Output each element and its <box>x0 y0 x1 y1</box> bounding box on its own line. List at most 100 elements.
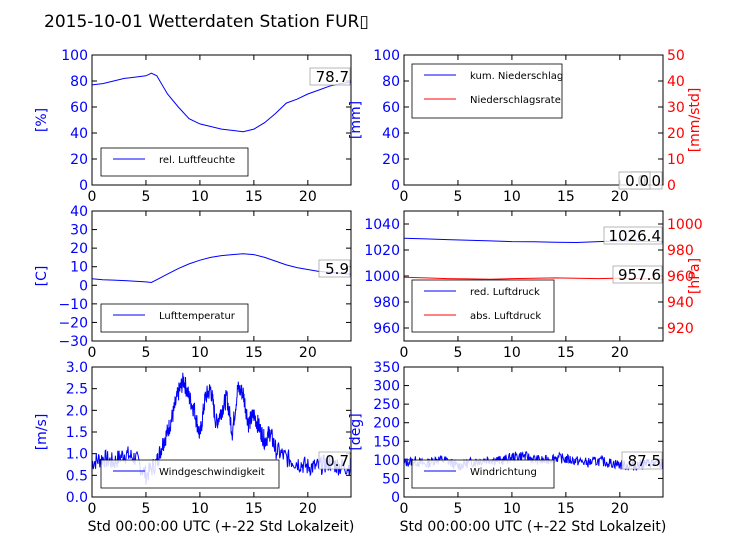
y-tick-label: 2.0 <box>66 403 88 419</box>
x-tick-label: 15 <box>245 501 263 517</box>
x-tick-label: 0 <box>400 345 409 361</box>
y-tick-label: 10 <box>70 260 88 276</box>
x-tick-label: 15 <box>557 189 575 205</box>
legend-precipitation: kum. Niederschlag Niederschlagsrate <box>411 63 563 119</box>
value-annotation-box <box>621 451 663 470</box>
value-annotation-box <box>318 259 351 278</box>
y-tick-label: 60 <box>382 100 400 116</box>
y-tick-label: 3.0 <box>66 360 88 376</box>
legend-label: abs. Luftdruck <box>470 311 541 322</box>
x-tick-label: 5 <box>141 189 150 205</box>
legend-box <box>100 303 249 333</box>
x-tick-label: 5 <box>453 501 462 517</box>
y-tick-label: 20 <box>70 241 88 257</box>
panel-humidity: 0 5 10 15 20 0 20 40 60 80 100 [%] rel. Luftfeuchte 7… <box>34 48 352 205</box>
x-tick-label: 20 <box>299 345 317 361</box>
y-tick-label: 1000 <box>364 269 400 285</box>
x-tick-label: 0 <box>400 189 409 205</box>
y-tick-label: 150 <box>373 434 400 450</box>
x-tick-label: 20 <box>611 345 629 361</box>
y-axis-label-right: [mm/std] <box>687 88 703 153</box>
y-tick-label: 2.5 <box>66 382 88 398</box>
axes-frame <box>403 366 664 498</box>
x-tick-label: 10 <box>191 189 209 205</box>
y-tick-label: 1.5 <box>66 425 88 441</box>
legend-box <box>411 63 563 119</box>
x-tick-label: 10 <box>503 189 521 205</box>
x-axis-label-right: Std 00:00:00 UTC (+-22 Std Lokalzeit) <box>400 519 667 535</box>
x-tick-label: 20 <box>299 501 317 517</box>
y-right-tick-label: 20 <box>667 126 685 142</box>
x-tick-label: 10 <box>191 345 209 361</box>
x-tick-label: 5 <box>453 189 462 205</box>
axes-frame <box>403 210 664 342</box>
y-tick-label: 200 <box>373 416 400 432</box>
value-annotation: 78.7 <box>316 68 349 86</box>
legend-windspeed: Windgeschwindigkeit <box>100 459 280 489</box>
series-line-winddirection-0 <box>404 450 663 471</box>
value-annotation-box <box>309 67 351 86</box>
x-tick-label: 5 <box>141 345 150 361</box>
x-tick-label: 10 <box>503 345 521 361</box>
x-tick-label: 10 <box>503 501 521 517</box>
y-right-tick-label: 920 <box>667 321 694 337</box>
value-annotation-box <box>318 451 351 470</box>
y-tick-label: 300 <box>373 379 400 395</box>
y-right-tick-label: 1000 <box>667 217 703 233</box>
y-tick-label: 80 <box>382 74 400 90</box>
y-tick-label: −30 <box>58 334 88 350</box>
legend-label: red. Luftdruck <box>470 287 540 298</box>
value-annotation-box <box>618 171 651 190</box>
legend-label: rel. Luftfeuchte <box>159 155 235 166</box>
y-tick-label: 20 <box>382 152 400 168</box>
axes-frame <box>91 210 352 342</box>
y-tick-label: 100 <box>373 48 400 64</box>
x-tick-label: 20 <box>611 501 629 517</box>
y-tick-label: 40 <box>70 204 88 220</box>
axes-frame <box>403 54 664 186</box>
y-tick-label: 0 <box>79 178 88 194</box>
y-tick-label: 80 <box>70 74 88 90</box>
x-tick-label: 20 <box>299 189 317 205</box>
y-tick-label: −10 <box>58 297 88 313</box>
y-tick-label: 40 <box>70 126 88 142</box>
y-tick-label: 50 <box>382 471 400 487</box>
value-annotation: 957.6 <box>618 266 661 284</box>
y-tick-label: 20 <box>70 152 88 168</box>
legend-box <box>100 147 249 177</box>
legend-humidity: rel. Luftfeuchte <box>100 147 249 177</box>
x-tick-label: 5 <box>141 501 150 517</box>
y-axis-label: [mm] <box>348 101 364 139</box>
y-tick-label: 0.0 <box>66 490 88 506</box>
y-tick-label: 60 <box>70 100 88 116</box>
value-annotation: 0.7 <box>325 452 349 470</box>
series-line-temperature-0 <box>92 253 351 284</box>
x-tick-label: 15 <box>245 189 263 205</box>
legend-label: Windgeschwindigkeit <box>159 467 265 478</box>
legend-temperature: Lufttemperatur <box>100 303 249 333</box>
y-tick-label: 1.0 <box>66 447 88 463</box>
legend-label: Windrichtung <box>470 467 537 478</box>
y-right-tick-label: 940 <box>667 295 694 311</box>
legend-box <box>411 459 555 489</box>
y-tick-label: 1020 <box>364 243 400 259</box>
x-tick-label: 15 <box>245 345 263 361</box>
y-right-tick-label: 40 <box>667 74 685 90</box>
y-tick-label: 0 <box>391 490 400 506</box>
y-right-tick-label: 30 <box>667 100 685 116</box>
legend-label: Niederschlagsrate <box>470 95 561 106</box>
x-tick-label: 0 <box>88 501 97 517</box>
y-tick-label: 40 <box>382 126 400 142</box>
y-tick-label: 350 <box>373 360 400 376</box>
x-tick-label: 5 <box>453 345 462 361</box>
y-tick-label: 0 <box>79 278 88 294</box>
x-tick-label: 15 <box>557 345 575 361</box>
panel-precipitation: 0 5 10 15 20 0 20 40 60 80 100 0 10 20 30 40 50 [mm/std] [… <box>348 48 703 205</box>
legend-pressure: red. Luftdruck abs. Luftdruck <box>411 279 555 333</box>
y-right-tick-label: 960 <box>667 269 694 285</box>
y-tick-label: 100 <box>61 48 88 64</box>
x-tick-label: 10 <box>191 501 209 517</box>
value-annotation-box <box>603 226 663 245</box>
legend-winddirection: Windrichtung <box>411 459 555 489</box>
y-tick-label: 250 <box>373 397 400 413</box>
